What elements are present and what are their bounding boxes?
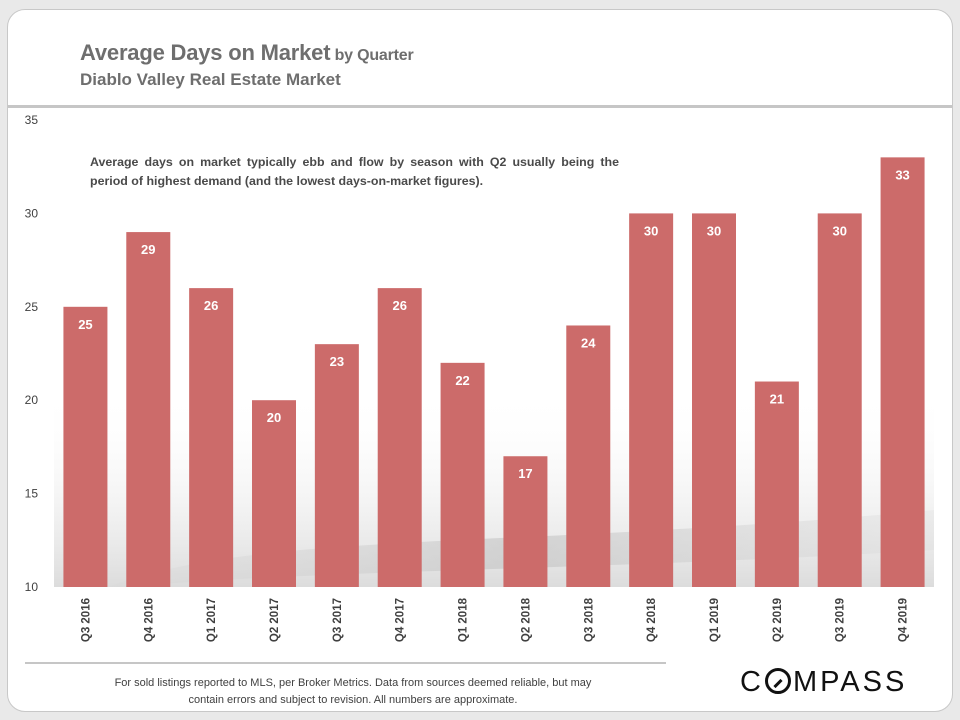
data-label: 29 [141, 242, 155, 257]
compass-o-icon [764, 668, 791, 694]
x-axis: Q3 2016 Q4 2016 Q1 2017 Q2 2017 Q3 2017 Q4 20… [80, 597, 909, 642]
data-label: 30 [832, 223, 846, 238]
annotation-note: Average days on market typically ebb and… [87, 151, 622, 193]
bar [126, 232, 171, 587]
data-label: 22 [455, 373, 469, 388]
x-tick-label: Q4 2018 [646, 597, 658, 642]
x-tick-label: Q4 2016 [143, 598, 155, 642]
x-tick-label: Q4 2019 [898, 598, 910, 642]
x-tick-label: Q3 2019 [835, 598, 847, 642]
data-label: 21 [770, 392, 784, 407]
chart-subtitle: Diablo Valley Real Estate Market [80, 70, 341, 89]
bars: 25 29 26 20 23 26 22 17 24 30 30 21 30 33 [63, 157, 925, 588]
data-label: 25 [78, 317, 92, 332]
x-tick-label: Q1 2017 [206, 598, 218, 642]
chart-title: Average Days on Market by Quarter [80, 40, 414, 66]
x-tick-label: Q3 2017 [332, 598, 344, 642]
data-label: 23 [330, 354, 344, 369]
bar [754, 381, 799, 587]
footer-line-1: For sold listings reported to MLS, per B… [114, 677, 592, 689]
data-label: 17 [518, 466, 532, 481]
bar [817, 213, 862, 587]
y-tick-label: 30 [25, 206, 39, 220]
title-main: Average Days on Market [80, 40, 331, 65]
y-axis: 10 15 20 25 30 35 [25, 113, 39, 594]
bar [377, 288, 422, 587]
bar [189, 288, 234, 587]
y-tick-label: 20 [25, 393, 39, 407]
header-divider [8, 105, 952, 108]
title-suffix: by Quarter [330, 47, 414, 64]
data-label: 20 [267, 410, 281, 425]
x-tick-label: Q3 2018 [583, 597, 595, 642]
bar [692, 213, 736, 587]
y-tick-label: 15 [25, 487, 39, 501]
footer-divider [25, 662, 666, 664]
y-tick-label: 10 [25, 580, 39, 594]
footer-note: For sold listings reported to MLS, per B… [53, 675, 653, 709]
compass-logo: C MPASS [740, 666, 907, 699]
data-label: 30 [707, 223, 721, 238]
x-tick-label: Q4 2017 [395, 598, 407, 642]
bar [63, 306, 108, 587]
data-label: 26 [392, 298, 406, 313]
x-tick-label: Q2 2017 [269, 598, 281, 642]
bar [503, 456, 548, 587]
bar [252, 400, 296, 587]
logo-text-before: C [740, 666, 764, 698]
logo-text-after: MPASS [792, 666, 908, 698]
x-tick-label: Q2 2019 [772, 598, 784, 642]
bar [440, 362, 485, 587]
x-tick-label: Q3 2016 [80, 598, 92, 642]
bar-chart: 10 15 20 25 30 35 25 29 26 20 23 26 22 17 24 30 30 21 30 3… [25, 113, 934, 642]
slide: 10 15 20 25 30 35 25 29 26 20 23 26 22 17 24 30 30 21 30 3… [7, 9, 953, 712]
bar [314, 344, 359, 587]
data-label: 33 [895, 167, 909, 182]
y-tick-label: 25 [25, 300, 39, 314]
x-tick-label: Q1 2018 [458, 597, 470, 642]
data-label: 26 [204, 298, 218, 313]
bar [880, 157, 925, 588]
data-label: 24 [581, 335, 596, 350]
x-tick-label: Q2 2018 [520, 597, 532, 642]
bar [566, 325, 611, 587]
footer-line-2: contain errors and subject to revision. … [188, 694, 518, 706]
y-tick-label: 35 [25, 113, 39, 127]
bar [629, 213, 674, 587]
x-tick-label: Q1 2019 [709, 598, 721, 642]
data-label: 30 [644, 223, 658, 238]
